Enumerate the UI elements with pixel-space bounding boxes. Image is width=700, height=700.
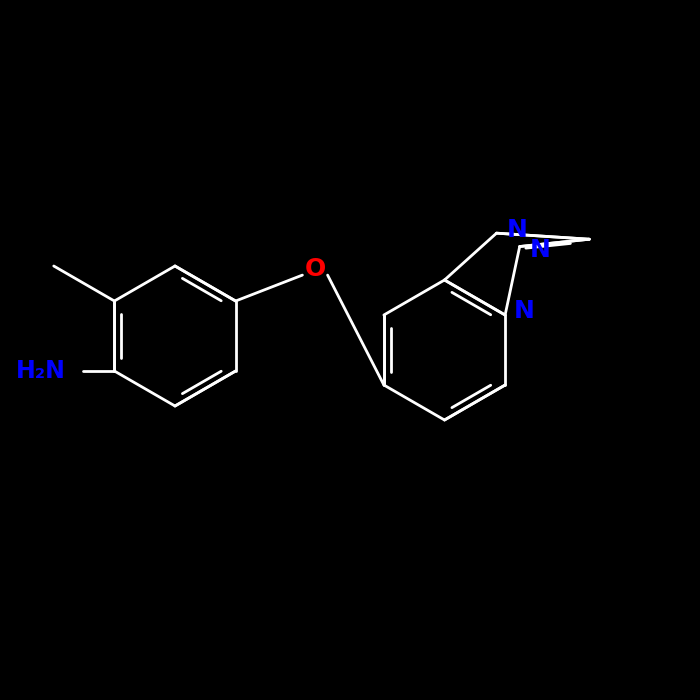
Text: N: N [514, 300, 534, 323]
Text: O: O [304, 258, 326, 281]
Text: N: N [507, 218, 528, 241]
Text: H₂N: H₂N [15, 359, 65, 383]
Text: N: N [530, 238, 551, 262]
